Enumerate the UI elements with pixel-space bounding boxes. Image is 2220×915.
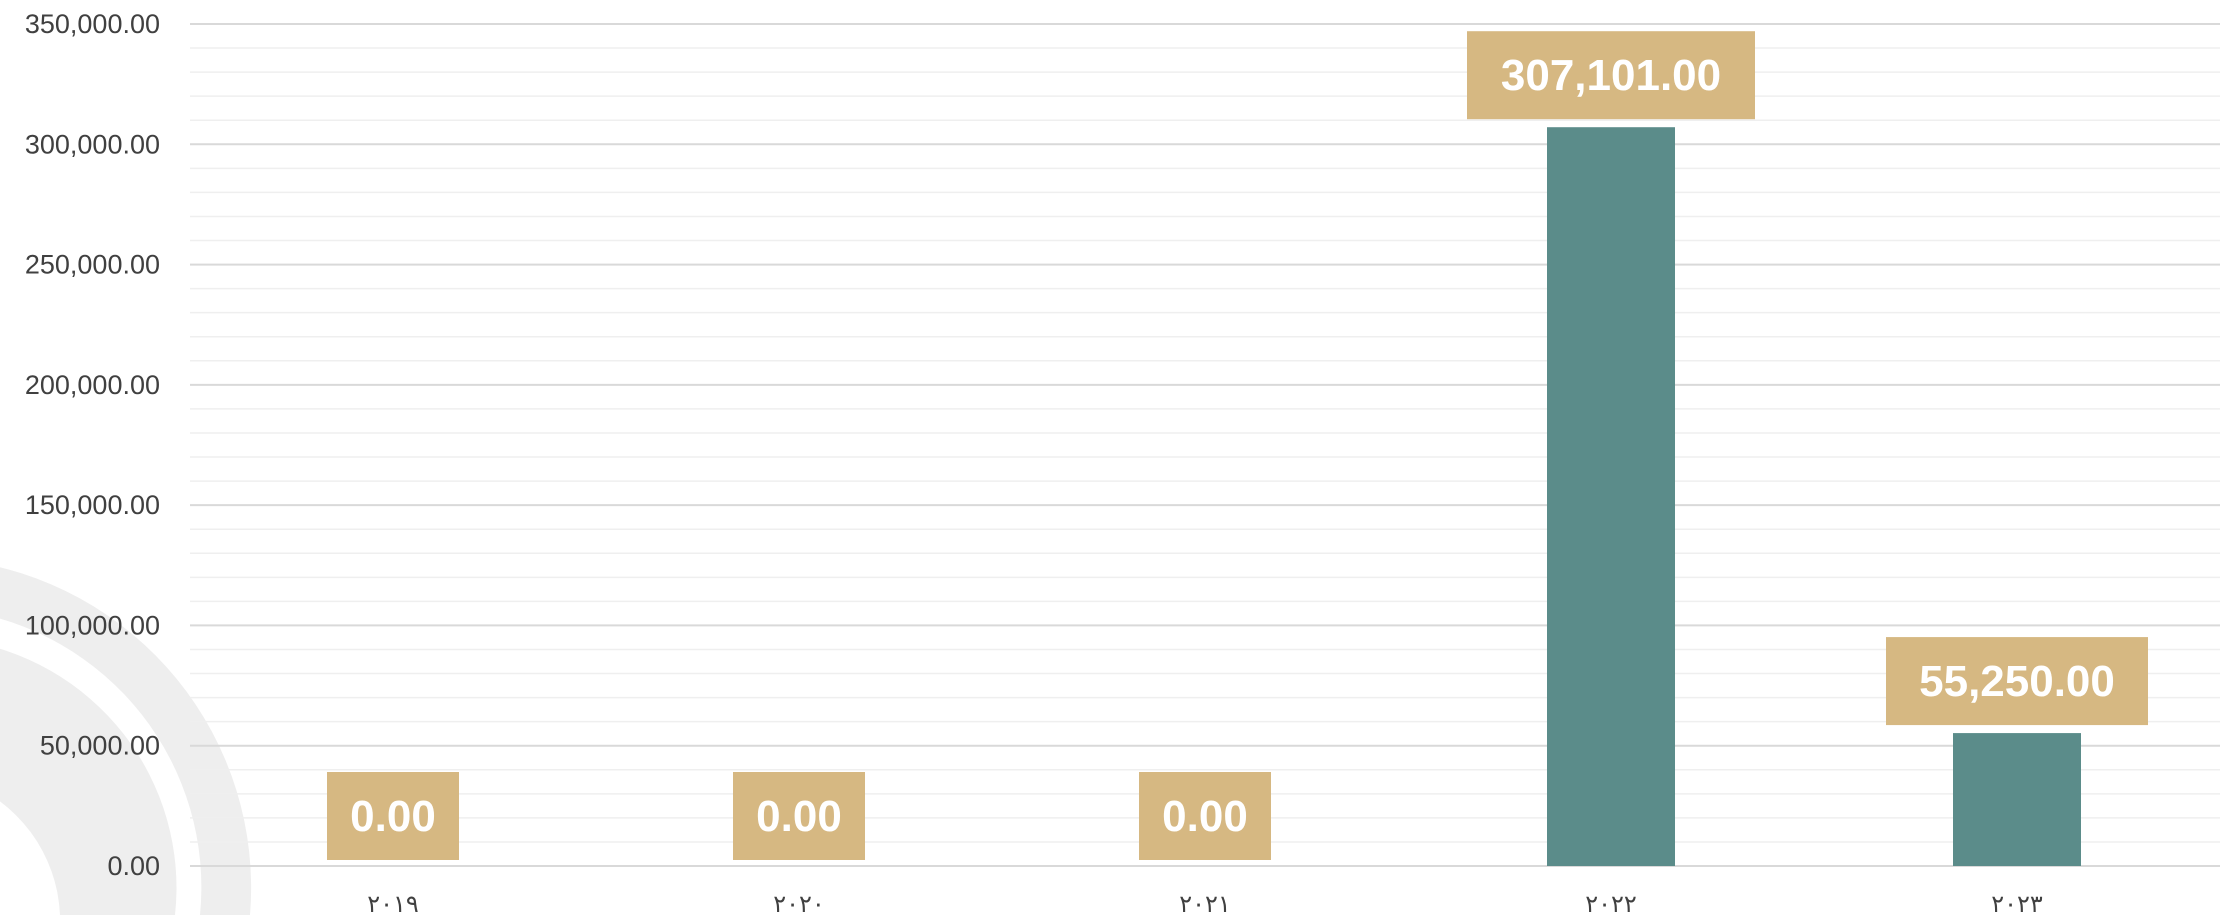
watermark-arc-outer: [0, 567, 252, 915]
data-label: 0.00: [1162, 792, 1248, 841]
x-tick-label: ٢٠٢٠: [773, 890, 825, 915]
watermark-seal: [0, 567, 252, 915]
bars: [1547, 127, 2081, 866]
y-tick-label: 150,000.00: [25, 490, 160, 520]
data-label-box: [327, 772, 459, 860]
data-label-box: [1139, 772, 1271, 860]
data-label: 0.00: [350, 792, 436, 841]
y-tick-label: 100,000.00: [25, 610, 160, 640]
data-label-box: [1886, 637, 2148, 726]
y-tick-label: 200,000.00: [25, 370, 160, 400]
data-label: 307,101.00: [1501, 51, 1721, 100]
y-tick-label: 350,000.00: [25, 9, 160, 39]
x-tick-label: ٢٠١٩: [367, 890, 419, 915]
x-axis: ٢٠١٩ ٢٠٢٠ ٢٠٢١ ٢٠٢٢ ٢٠٢٣: [367, 890, 2043, 915]
data-labels: 0.00 0.00 0.00 307,101.00 55,250.00: [327, 31, 2148, 860]
gridlines: [190, 23, 2220, 867]
y-tick-label: 300,000.00: [25, 129, 160, 159]
y-tick-label: 0.00: [107, 851, 160, 881]
data-label: 0.00: [756, 792, 842, 841]
y-axis: 0.00 50,000.00 100,000.00 150,000.00 200,000…: [25, 9, 160, 881]
y-tick-label: 50,000.00: [40, 731, 160, 761]
bar: [1547, 127, 1675, 866]
x-tick-label: ٢٠٢١: [1179, 890, 1231, 915]
data-label-box: [1467, 31, 1755, 120]
bar: [1953, 733, 2081, 866]
x-tick-label: ٢٠٢٣: [1991, 890, 2043, 915]
watermark-arc-inner: [0, 648, 177, 915]
x-tick-label: ٢٠٢٢: [1585, 890, 1637, 915]
data-label-box: [733, 772, 865, 860]
y-tick-label: 250,000.00: [25, 250, 160, 280]
data-label: 55,250.00: [1919, 657, 2115, 706]
